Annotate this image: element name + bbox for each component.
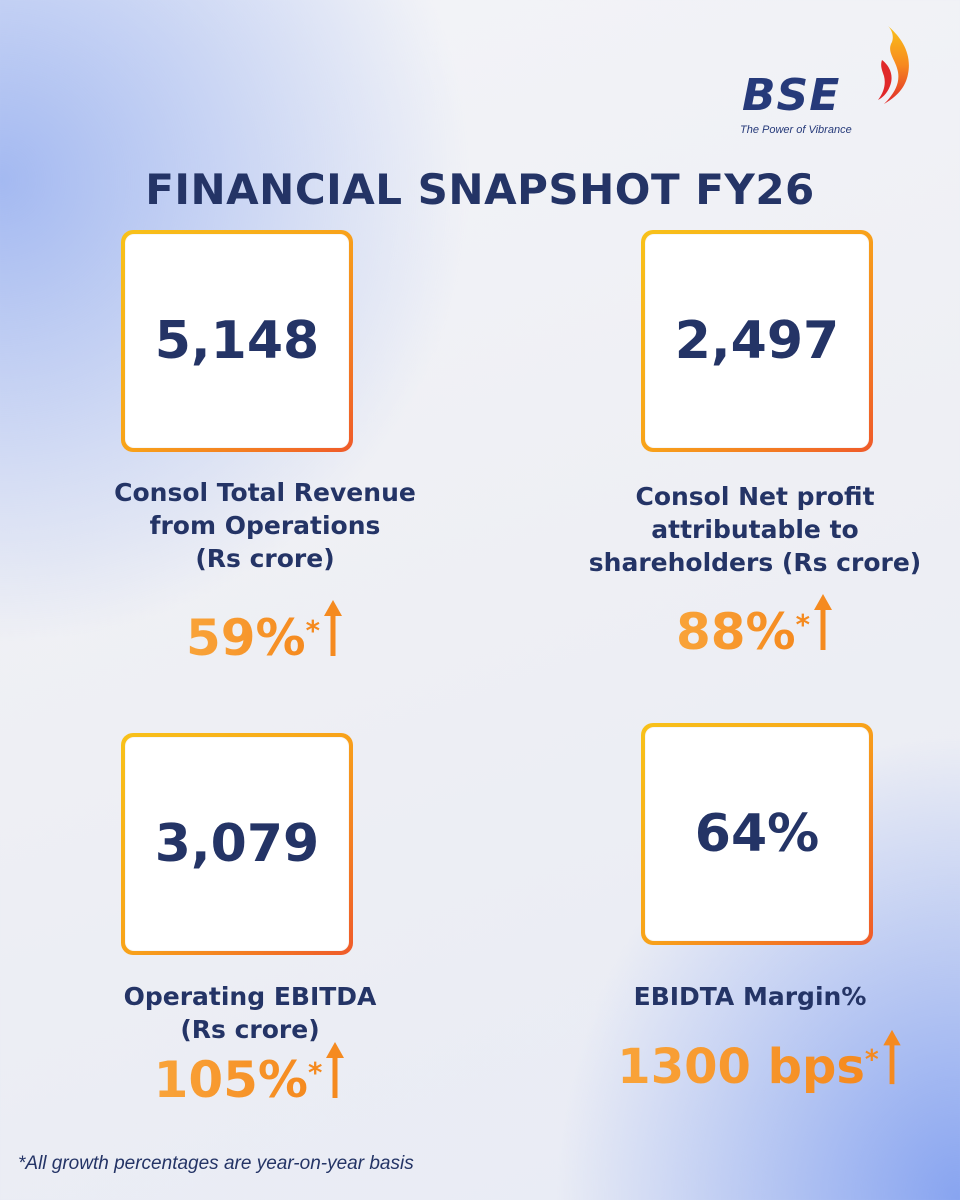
up-arrow-icon <box>883 1029 901 1085</box>
metric-card-net-profit: 2,497 <box>641 230 873 452</box>
metric-card-revenue: 5,148 <box>121 230 353 452</box>
asterisk: * <box>795 608 811 641</box>
growth-ebitda-margin: 1300 bps* <box>560 1028 960 1095</box>
metric-label-net-profit: Consol Net profit attributable to shareh… <box>540 480 960 579</box>
growth-ebitda: 105%* <box>20 1040 480 1109</box>
metric-value: 2,497 <box>674 311 840 371</box>
page-title: FINANCIAL SNAPSHOT FY26 <box>145 165 815 214</box>
growth-value: 88% <box>675 603 796 661</box>
metric-value: 5,148 <box>154 311 320 371</box>
label-line: EBIDTA Margin% <box>633 982 867 1011</box>
metric-value: 64% <box>694 804 820 864</box>
label-line: Consol Net profit <box>635 482 875 511</box>
asterisk: * <box>305 614 321 647</box>
label-line: from Operations <box>149 511 381 540</box>
metric-label-ebitda: Operating EBITDA (Rs crore) <box>20 980 480 1046</box>
metric-card-ebitda: 3,079 <box>121 733 353 955</box>
brand-tagline: The Power of Vibrance <box>740 124 852 136</box>
growth-value: 105% <box>153 1051 309 1109</box>
asterisk: * <box>864 1044 879 1076</box>
metric-value: 3,079 <box>154 814 320 874</box>
label-line: Consol Total Revenue <box>114 478 416 507</box>
label-line: (Rs crore) <box>180 1015 320 1044</box>
label-line: shareholders (Rs crore) <box>588 548 922 577</box>
up-arrow-icon <box>814 594 833 650</box>
growth-value: 1300 bps <box>617 1039 865 1096</box>
growth-net-profit: 88%* <box>555 592 955 661</box>
growth-revenue: 59%* <box>40 598 490 667</box>
up-arrow-icon <box>324 600 343 656</box>
footnote: *All growth percentages are year-on-year… <box>18 1153 414 1174</box>
label-line: attributable to <box>651 515 859 544</box>
brand-name: BSE <box>742 70 841 121</box>
flame-icon <box>878 26 909 104</box>
metric-card-ebitda-margin: 64% <box>641 723 873 945</box>
metric-label-revenue: Consol Total Revenue from Operations (Rs… <box>40 476 490 575</box>
growth-value: 59% <box>185 609 306 667</box>
asterisk: * <box>308 1056 323 1089</box>
label-line: Operating EBITDA <box>123 982 377 1011</box>
label-line: (Rs crore) <box>195 544 335 573</box>
up-arrow-icon <box>326 1042 345 1098</box>
bse-logo: BSE The Power of Vibrance <box>738 24 918 144</box>
metric-label-ebitda-margin: EBIDTA Margin% <box>540 980 960 1013</box>
